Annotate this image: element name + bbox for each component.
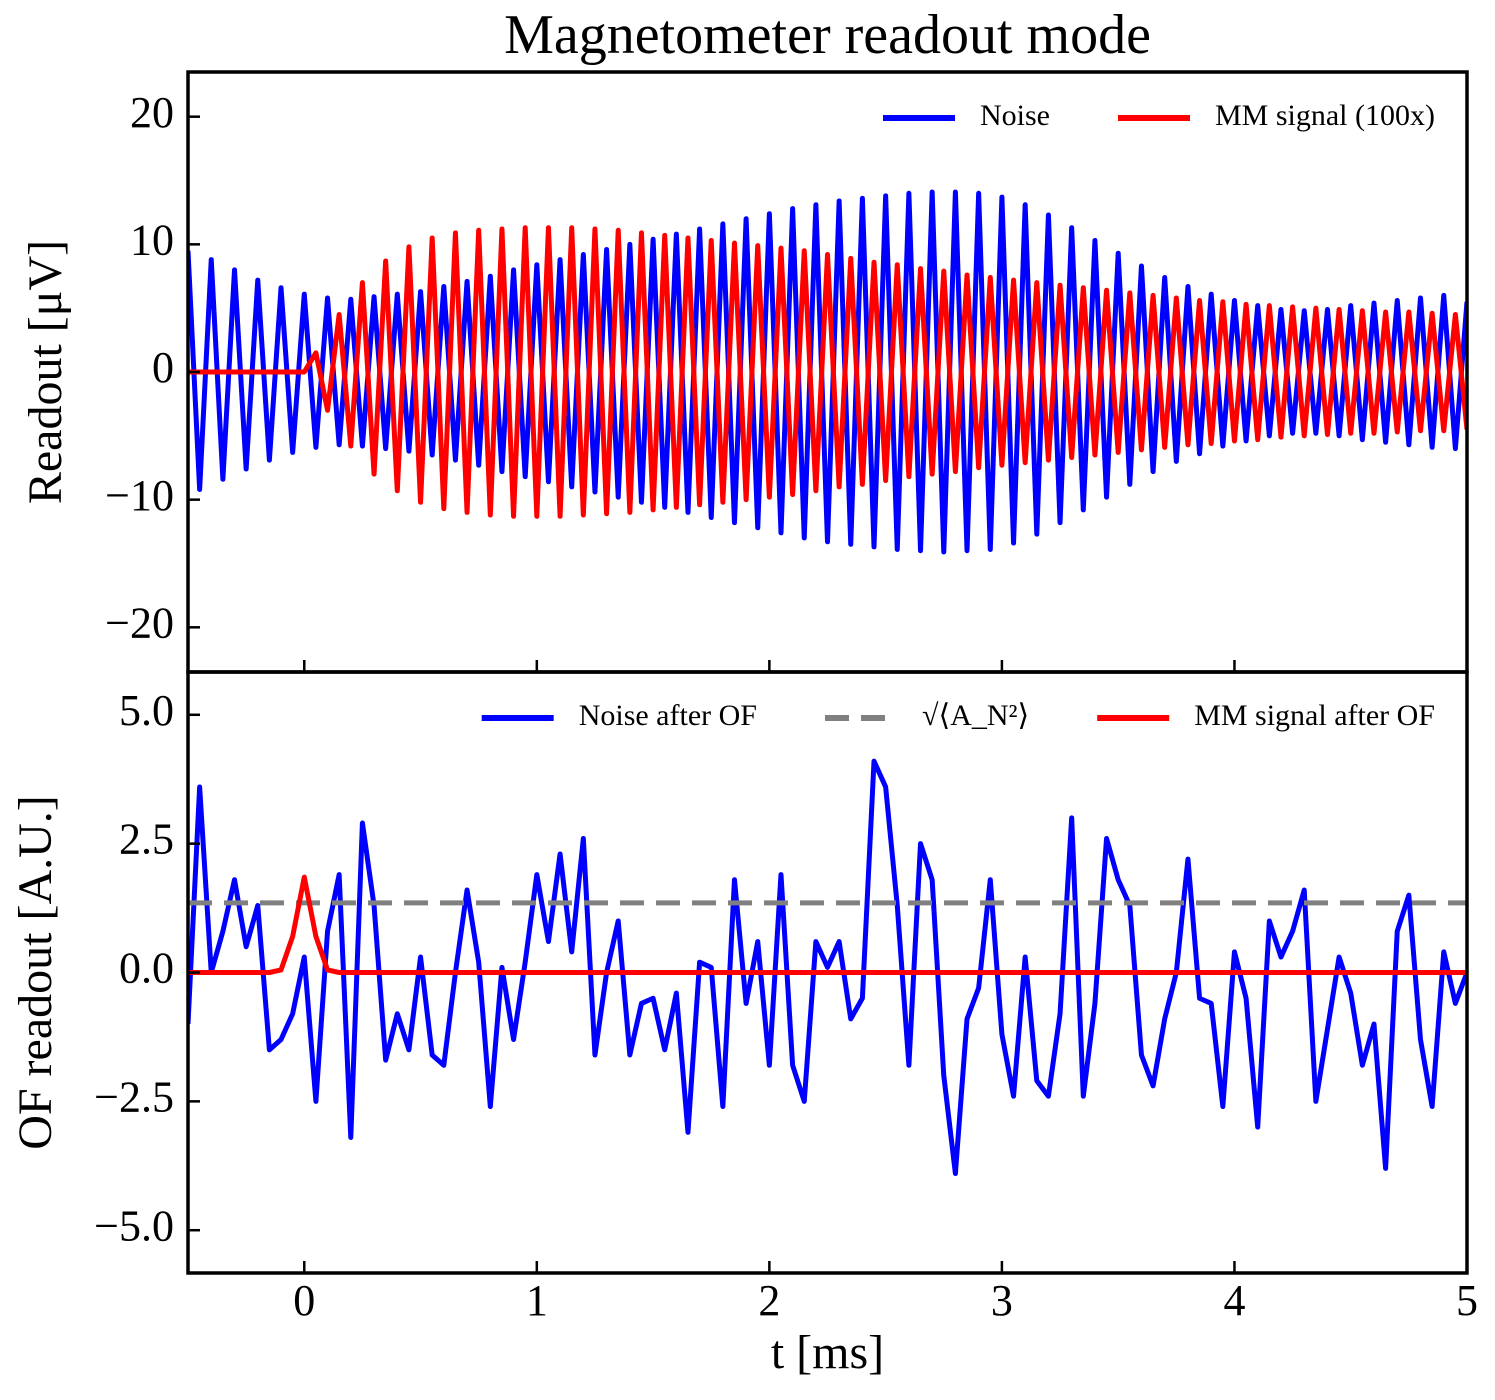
plot-lines: [188, 758, 1467, 1177]
x-tick-label: 0: [293, 1276, 315, 1325]
y-tick-label: −20: [105, 598, 174, 647]
legend-label: √⟨A_N²⟩: [922, 699, 1029, 732]
legend-label: Noise: [980, 99, 1050, 132]
x-tick-label: 3: [991, 1276, 1013, 1325]
series-line: [188, 189, 1467, 555]
y-tick-label: 5.0: [119, 686, 174, 735]
x-tick-label: 2: [758, 1276, 780, 1325]
y-axis-label: Readout [μV]: [19, 240, 72, 504]
y-tick-label: 0: [152, 343, 174, 392]
legend-label: Noise after OF: [579, 699, 757, 732]
y-tick-label: 20: [130, 88, 174, 137]
series-line: [188, 758, 1467, 1177]
y-tick-label: −2.5: [94, 1072, 174, 1121]
y-tick-label: 0.0: [119, 944, 174, 993]
y-axis-label: OF readout [A.U.]: [9, 795, 62, 1150]
y-tick-label: 2.5: [119, 815, 174, 864]
x-tick-label: 5: [1456, 1276, 1478, 1325]
y-tick-label: −5.0: [94, 1201, 174, 1250]
series-line: [188, 874, 1467, 975]
x-axis-label: t [ms]: [771, 1326, 884, 1379]
plot-lines: [188, 189, 1467, 555]
y-tick-label: −10: [105, 471, 174, 520]
series-line: [188, 225, 1467, 519]
chart-title: Magnetometer readout mode: [504, 4, 1151, 66]
y-tick-label: 10: [130, 215, 174, 264]
legend-label: MM signal (100x): [1215, 99, 1435, 132]
x-tick-label: 1: [526, 1276, 548, 1325]
legend-label: MM signal after OF: [1194, 699, 1435, 732]
x-tick-label: 4: [1223, 1276, 1245, 1325]
